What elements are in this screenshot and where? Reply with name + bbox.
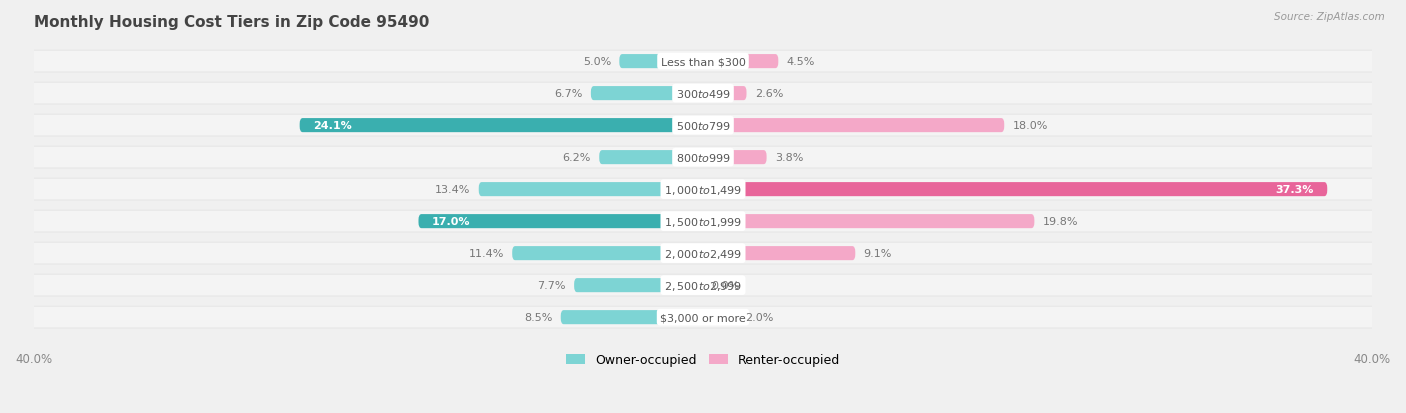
- FancyBboxPatch shape: [11, 243, 1395, 264]
- FancyBboxPatch shape: [8, 146, 1398, 169]
- FancyBboxPatch shape: [574, 278, 703, 292]
- Text: 2.0%: 2.0%: [745, 312, 773, 323]
- Text: Source: ZipAtlas.com: Source: ZipAtlas.com: [1274, 12, 1385, 22]
- FancyBboxPatch shape: [619, 55, 703, 69]
- Text: Less than $300: Less than $300: [661, 57, 745, 67]
- FancyBboxPatch shape: [703, 310, 737, 324]
- Text: 2.6%: 2.6%: [755, 89, 783, 99]
- FancyBboxPatch shape: [11, 275, 1395, 296]
- FancyBboxPatch shape: [8, 83, 1398, 105]
- Text: 24.1%: 24.1%: [314, 121, 352, 131]
- Text: 4.5%: 4.5%: [787, 57, 815, 67]
- Text: $1,000 to $1,499: $1,000 to $1,499: [664, 183, 742, 196]
- Text: 18.0%: 18.0%: [1012, 121, 1047, 131]
- FancyBboxPatch shape: [561, 310, 703, 324]
- FancyBboxPatch shape: [703, 215, 1035, 229]
- FancyBboxPatch shape: [703, 119, 1004, 133]
- Text: 19.8%: 19.8%: [1043, 216, 1078, 227]
- FancyBboxPatch shape: [703, 151, 766, 165]
- FancyBboxPatch shape: [703, 247, 855, 261]
- Text: 17.0%: 17.0%: [432, 216, 471, 227]
- FancyBboxPatch shape: [11, 116, 1395, 136]
- Text: $800 to $999: $800 to $999: [675, 152, 731, 164]
- FancyBboxPatch shape: [703, 87, 747, 101]
- Text: 5.0%: 5.0%: [582, 57, 612, 67]
- FancyBboxPatch shape: [419, 215, 703, 229]
- Text: 11.4%: 11.4%: [468, 249, 503, 259]
- Text: 0.0%: 0.0%: [711, 280, 740, 290]
- FancyBboxPatch shape: [478, 183, 703, 197]
- FancyBboxPatch shape: [8, 178, 1398, 201]
- FancyBboxPatch shape: [11, 180, 1395, 200]
- FancyBboxPatch shape: [8, 210, 1398, 233]
- FancyBboxPatch shape: [11, 52, 1395, 72]
- Text: $2,500 to $2,999: $2,500 to $2,999: [664, 279, 742, 292]
- FancyBboxPatch shape: [8, 242, 1398, 265]
- FancyBboxPatch shape: [11, 307, 1395, 328]
- FancyBboxPatch shape: [512, 247, 703, 261]
- Text: $1,500 to $1,999: $1,500 to $1,999: [664, 215, 742, 228]
- FancyBboxPatch shape: [8, 50, 1398, 74]
- FancyBboxPatch shape: [11, 211, 1395, 232]
- FancyBboxPatch shape: [599, 151, 703, 165]
- FancyBboxPatch shape: [591, 87, 703, 101]
- Text: $500 to $799: $500 to $799: [675, 120, 731, 132]
- Text: $2,000 to $2,499: $2,000 to $2,499: [664, 247, 742, 260]
- FancyBboxPatch shape: [703, 183, 1327, 197]
- Text: 9.1%: 9.1%: [863, 249, 891, 259]
- Text: 3.8%: 3.8%: [775, 153, 803, 163]
- Text: $300 to $499: $300 to $499: [675, 88, 731, 100]
- Text: 8.5%: 8.5%: [524, 312, 553, 323]
- FancyBboxPatch shape: [299, 119, 703, 133]
- Legend: Owner-occupied, Renter-occupied: Owner-occupied, Renter-occupied: [561, 349, 845, 371]
- Text: 6.7%: 6.7%: [554, 89, 582, 99]
- FancyBboxPatch shape: [8, 114, 1398, 137]
- Text: $3,000 or more: $3,000 or more: [661, 312, 745, 323]
- Text: 13.4%: 13.4%: [434, 185, 471, 195]
- Text: Monthly Housing Cost Tiers in Zip Code 95490: Monthly Housing Cost Tiers in Zip Code 9…: [34, 15, 429, 30]
- Text: 7.7%: 7.7%: [537, 280, 565, 290]
- FancyBboxPatch shape: [11, 84, 1395, 104]
- FancyBboxPatch shape: [8, 274, 1398, 297]
- Text: 37.3%: 37.3%: [1275, 185, 1313, 195]
- FancyBboxPatch shape: [11, 147, 1395, 168]
- Text: 6.2%: 6.2%: [562, 153, 591, 163]
- FancyBboxPatch shape: [703, 55, 779, 69]
- FancyBboxPatch shape: [8, 306, 1398, 329]
